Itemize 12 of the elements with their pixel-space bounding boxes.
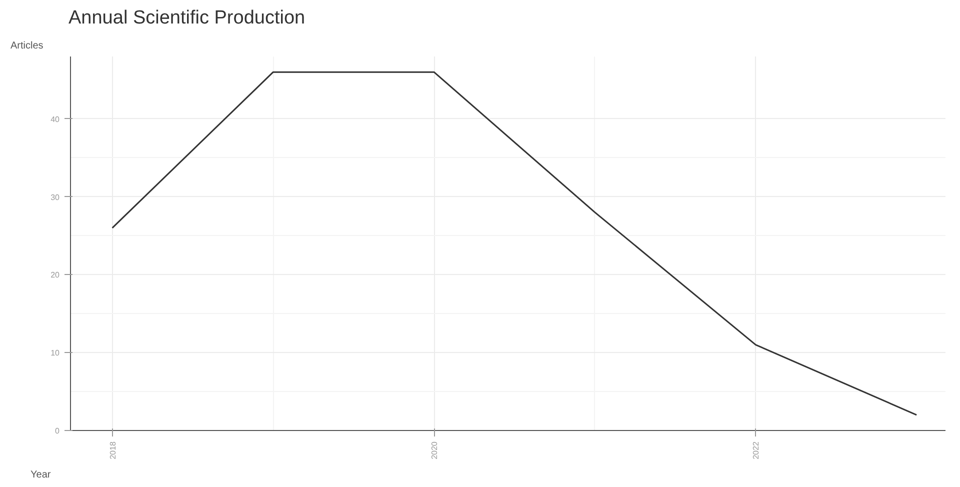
x-tick-label: 2018: [108, 440, 118, 460]
x-tick-label: 2020: [430, 440, 440, 460]
line-series: [112, 71, 918, 416]
y-axis-title: Articles: [10, 40, 44, 52]
y-tick-label: 40: [50, 114, 60, 124]
x-axis-title: Year: [30, 470, 52, 480]
y-tick-label: 0: [55, 426, 60, 436]
y-tick-label: 30: [50, 192, 60, 202]
x-tick-label: 2022: [752, 440, 761, 460]
y-tick-label: 20: [50, 270, 60, 280]
y-tick-label: 10: [50, 348, 60, 358]
chart-title: Annual Scientific Production: [68, 8, 306, 28]
